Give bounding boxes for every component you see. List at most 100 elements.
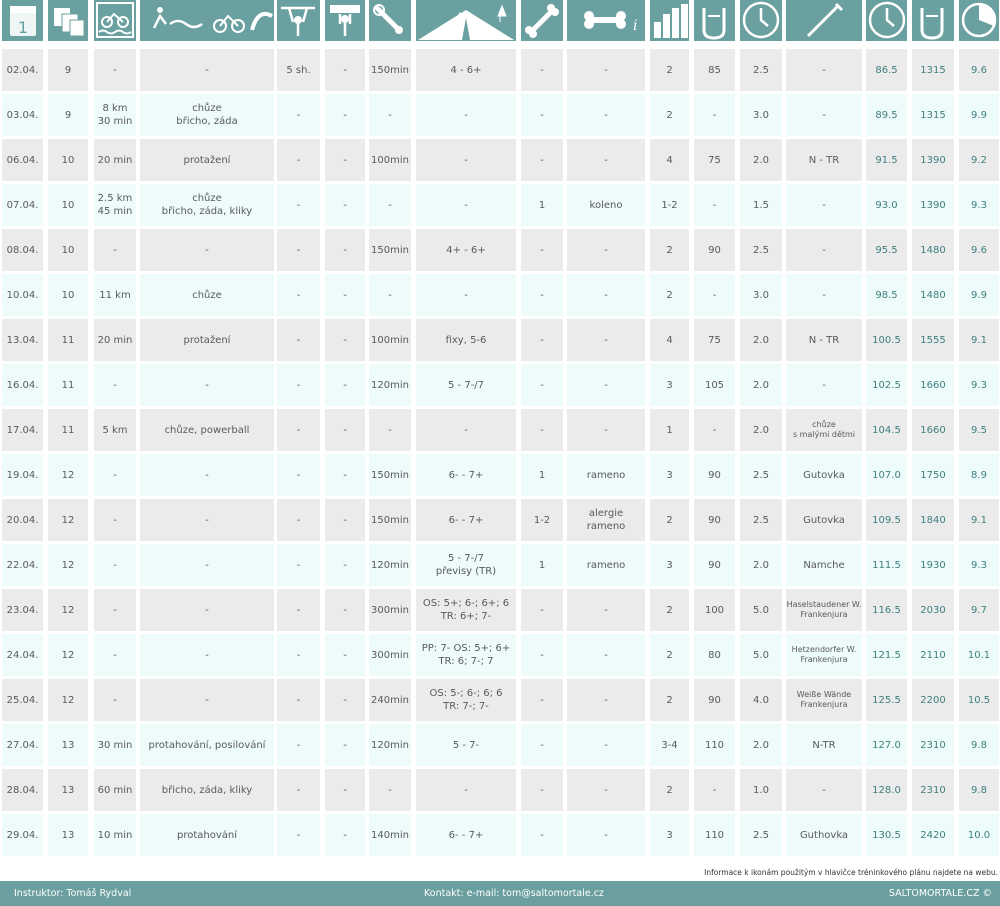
cell-total-hours: 86.5 xyxy=(866,49,907,91)
cell-grades: 6- - 7+ xyxy=(416,454,516,496)
cell-other-activity: - xyxy=(140,544,274,586)
cell-injury-note: koleno xyxy=(567,184,645,226)
cell-date: 06.04. xyxy=(2,139,43,181)
cell-col-5: - xyxy=(277,409,320,451)
cell-cumulative: 1750 xyxy=(912,454,954,496)
header-cell-hours xyxy=(740,0,782,41)
cell-week: 12 xyxy=(48,454,88,496)
run-bike-swim-icon xyxy=(94,0,136,41)
cell-hours: 4.0 xyxy=(740,679,782,721)
cell-location: Gutovka xyxy=(786,454,862,496)
cell-other-activity: protahování xyxy=(140,814,274,856)
cell-chalk: 90 xyxy=(694,229,735,271)
cell-col-5: - xyxy=(277,319,320,361)
cell-date: 10.04. xyxy=(2,274,43,316)
hand-chalk-icon xyxy=(694,0,735,41)
cell-intensity: 3 xyxy=(650,544,689,586)
cell-total-hours: 121.5 xyxy=(866,634,907,676)
cell-week: 12 xyxy=(48,634,88,676)
cell-week: 11 xyxy=(48,364,88,406)
footer-brand[interactable]: SALTOMORTALE.CZ © xyxy=(888,888,992,899)
cell-col-5: - xyxy=(277,589,320,631)
cell-other-activity: - xyxy=(140,634,274,676)
cell-hours: 2.5 xyxy=(740,229,782,271)
cell-cardio: 2.5 km 45 min xyxy=(94,184,136,226)
cell-hours: 2.5 xyxy=(740,49,782,91)
cell-hours: 2.5 xyxy=(740,814,782,856)
hand-chalk-icon-2 xyxy=(912,0,954,41)
cell-col-5: - xyxy=(277,184,320,226)
cell-col-6: - xyxy=(325,499,365,541)
header-cell-cumulative xyxy=(912,0,954,41)
cell-score: 9.8 xyxy=(959,724,999,766)
cell-location: N - TR xyxy=(786,139,862,181)
cell-other-activity: chůze xyxy=(140,274,274,316)
header-cell-cardio xyxy=(94,0,136,41)
cell-hours: 5.0 xyxy=(740,589,782,631)
header-cell-date: 1 xyxy=(2,0,43,41)
cell-climbing-time: 100min xyxy=(369,139,411,181)
cell-location: - xyxy=(786,184,862,226)
bone-info-icon: i xyxy=(567,0,645,41)
cell-cardio: 20 min xyxy=(94,319,136,361)
cell-chalk: 110 xyxy=(694,814,735,856)
cell-climbing-time: 150min xyxy=(369,49,411,91)
header-cell-intensity xyxy=(650,0,689,41)
cell-location: Weiße Wände Frankenjura xyxy=(786,679,862,721)
cell-col-6: - xyxy=(325,184,365,226)
cell-col-5: - xyxy=(277,364,320,406)
cell-date: 29.04. xyxy=(2,814,43,856)
cell-date: 16.04. xyxy=(2,364,43,406)
cell-chalk: - xyxy=(694,184,735,226)
cell-location: - xyxy=(786,274,862,316)
cell-total-hours: 95.5 xyxy=(866,229,907,271)
cell-other-activity: protažení xyxy=(140,319,274,361)
cell-total-hours: 98.5 xyxy=(866,274,907,316)
cell-location: Gutovka xyxy=(786,499,862,541)
cell-total-hours: 111.5 xyxy=(866,544,907,586)
cell-cumulative: 1555 xyxy=(912,319,954,361)
cell-date: 13.04. xyxy=(2,319,43,361)
header-cell-week xyxy=(48,0,88,41)
cell-climbing-time: - xyxy=(369,274,411,316)
cell-col-6: - xyxy=(325,544,365,586)
cell-col-6: - xyxy=(325,634,365,676)
cell-climbing-time: - xyxy=(369,769,411,811)
cell-score: 9.1 xyxy=(959,499,999,541)
clock-icon-2 xyxy=(866,0,907,41)
cell-intensity: 3 xyxy=(650,814,689,856)
cell-date: 02.04. xyxy=(2,49,43,91)
footer-contact[interactable]: Kontakt: e-mail: tom@saltomortale.cz xyxy=(424,888,604,899)
cell-location: - xyxy=(786,94,862,136)
cell-cardio: - xyxy=(94,49,136,91)
cell-col-5: - xyxy=(277,274,320,316)
cell-cumulative: 1660 xyxy=(912,409,954,451)
cell-grades: 4+ - 6+ xyxy=(416,229,516,271)
cell-location: chůze s malými dětmi xyxy=(786,409,862,451)
cell-score: 9.3 xyxy=(959,364,999,406)
cell-week: 9 xyxy=(48,94,88,136)
cell-intensity: 2 xyxy=(650,499,689,541)
cell-hours: 3.0 xyxy=(740,274,782,316)
cell-injury-level: - xyxy=(521,634,563,676)
cell-other-activity: protažení xyxy=(140,139,274,181)
cell-injury-note: - xyxy=(567,319,645,361)
cell-col-6: - xyxy=(325,769,365,811)
cell-location: Namche xyxy=(786,544,862,586)
cell-score: 10.0 xyxy=(959,814,999,856)
cell-score: 9.9 xyxy=(959,94,999,136)
cell-grades: fixy, 5-6 xyxy=(416,319,516,361)
cell-intensity: 1-2 xyxy=(650,184,689,226)
cell-injury-level: - xyxy=(521,94,563,136)
cell-chalk: 100 xyxy=(694,589,735,631)
cell-col-5: - xyxy=(277,634,320,676)
cell-total-hours: 125.5 xyxy=(866,679,907,721)
cell-col-5: - xyxy=(277,769,320,811)
cell-cumulative: 1315 xyxy=(912,94,954,136)
cell-col-6: - xyxy=(325,589,365,631)
cell-climbing-time: 150min xyxy=(369,229,411,271)
cell-col-6: - xyxy=(325,409,365,451)
cell-cumulative: 1480 xyxy=(912,274,954,316)
cell-week: 13 xyxy=(48,814,88,856)
cell-injury-level: - xyxy=(521,274,563,316)
